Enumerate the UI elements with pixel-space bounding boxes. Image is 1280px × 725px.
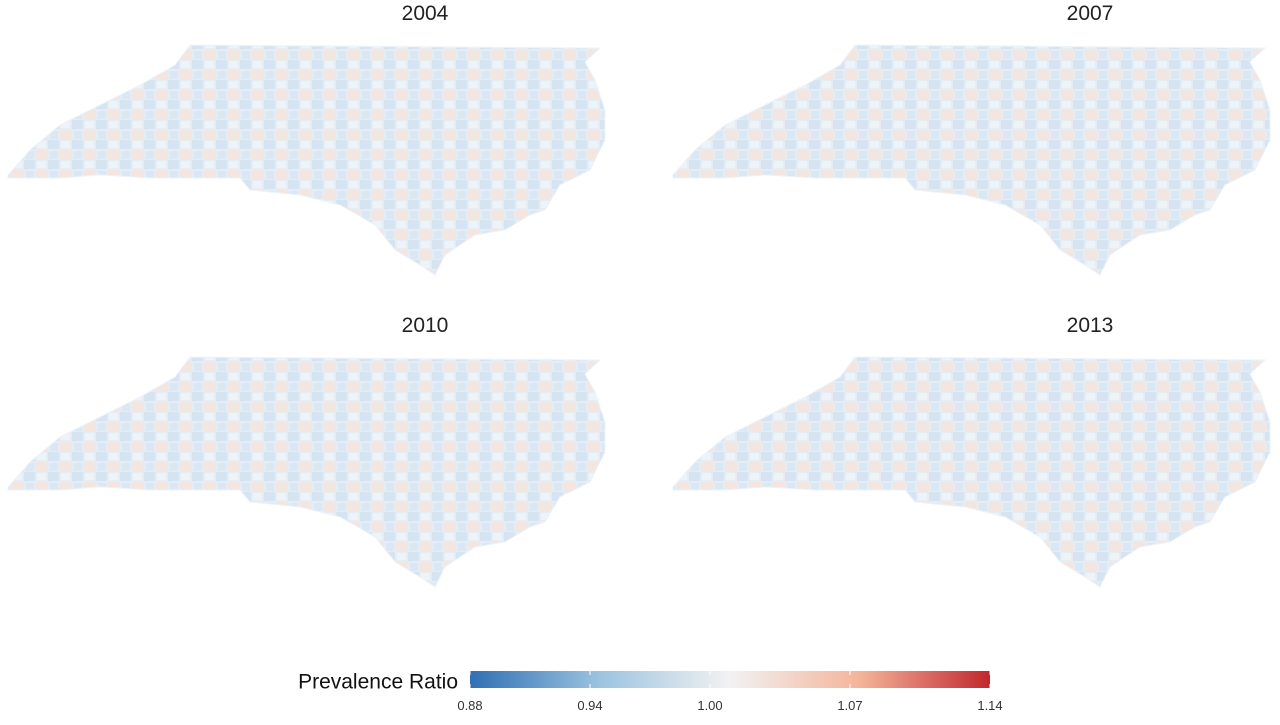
colorbar-tick-label: 1.00 bbox=[697, 698, 722, 713]
state-map bbox=[7, 356, 606, 588]
state-map bbox=[7, 44, 606, 276]
panels: 2004 2007 2010 2013 bbox=[7, 2, 1271, 588]
colorbar-tick-label: 0.88 bbox=[457, 698, 482, 713]
panel-title: 2004 bbox=[402, 2, 449, 25]
panel-title: 2010 bbox=[402, 314, 449, 337]
panel-title: 2013 bbox=[1067, 314, 1114, 337]
legend-title: Prevalence Ratio bbox=[298, 671, 458, 694]
panel-title: 2007 bbox=[1067, 2, 1114, 25]
colorbar bbox=[470, 671, 990, 688]
colorbar-tick-label: 1.07 bbox=[837, 698, 862, 713]
colorbar-tick-label: 0.94 bbox=[577, 698, 602, 713]
state-map bbox=[672, 44, 1271, 276]
legend: Prevalence Ratio 0.88 0.94 1.00 1.07 1.14 bbox=[298, 671, 1003, 713]
colorbar-tick-label: 1.14 bbox=[977, 698, 1002, 713]
state-map bbox=[672, 356, 1271, 588]
